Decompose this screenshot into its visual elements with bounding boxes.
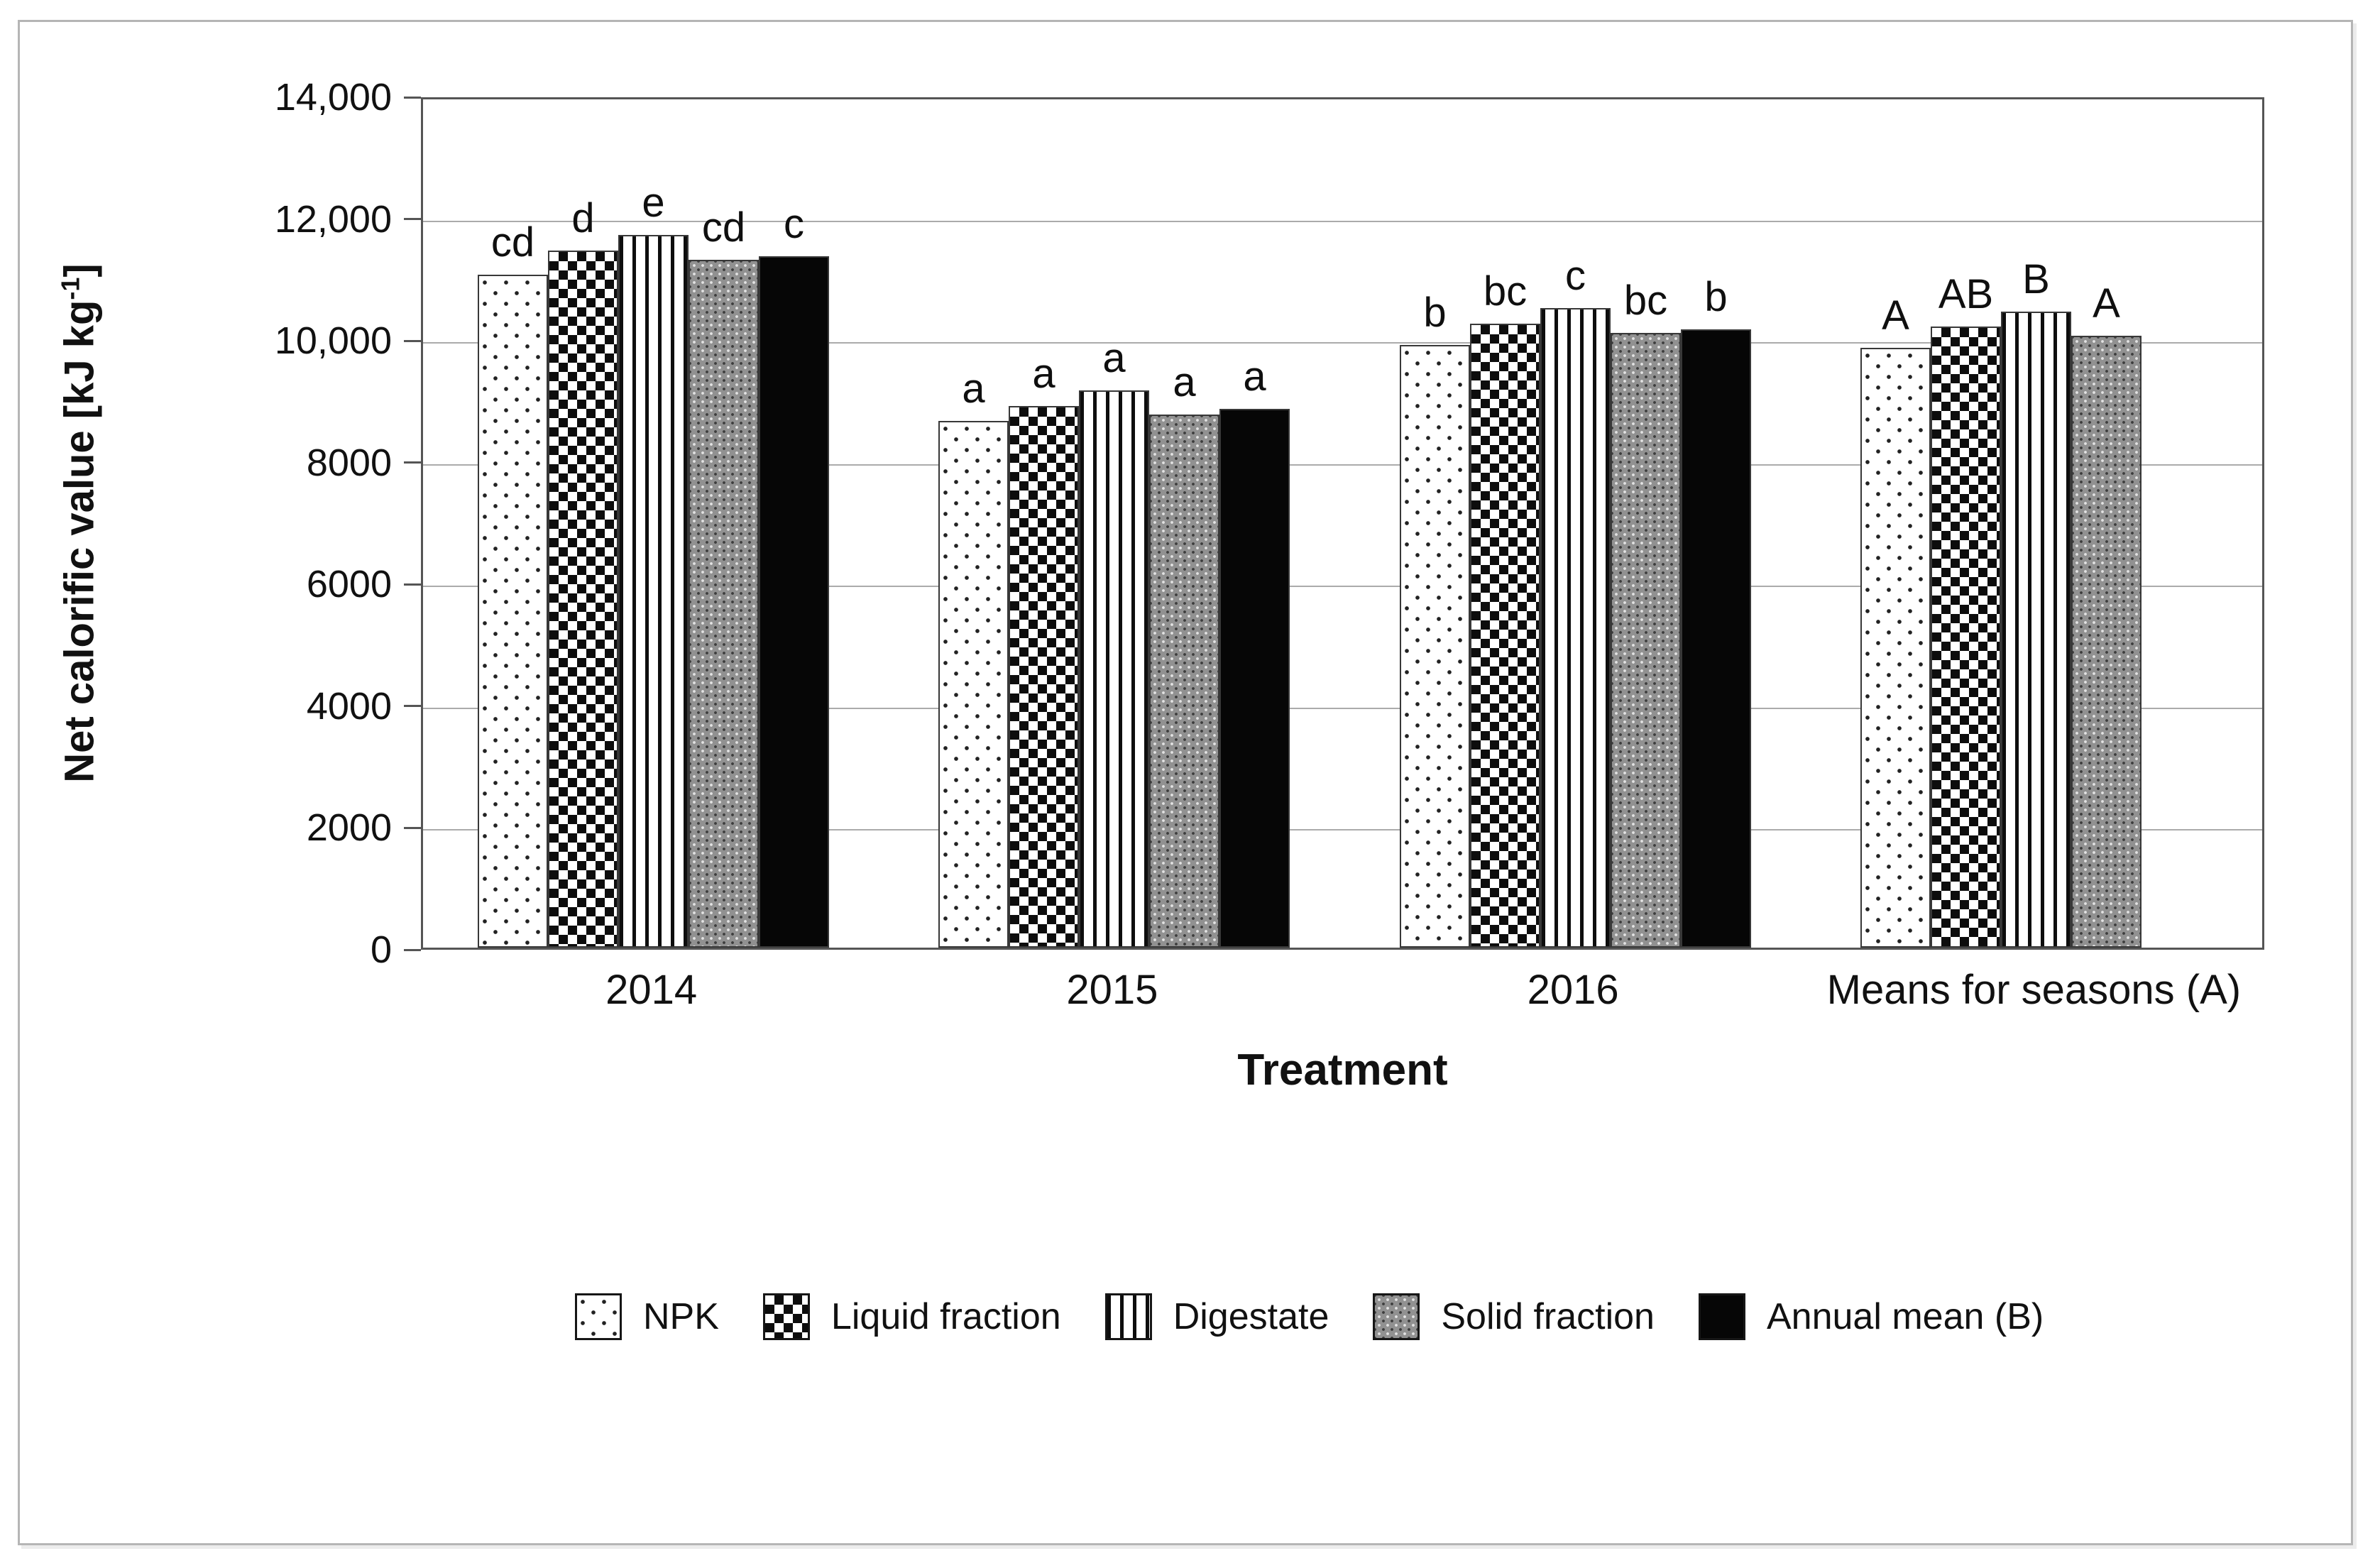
sig-letter-2014-digestate: e <box>642 180 665 226</box>
bar-means-for-seasons-a-solid-fraction <box>2071 336 2142 948</box>
y-tick-label-2000: 2000 <box>306 806 392 850</box>
legend-item-solid-fraction: Solid fraction <box>1373 1293 1655 1340</box>
y-tick-4000 <box>404 705 421 708</box>
gridline-10000 <box>423 342 2262 344</box>
y-tick-label-10000: 10,000 <box>274 319 392 363</box>
bar-means-for-seasons-a-npk <box>1860 348 1931 948</box>
sig-letter-2014-annual-mean-b: c <box>784 201 804 248</box>
sig-letter-means-for-seasons-a-npk: A <box>1882 292 1909 339</box>
legend-label-digestate: Digestate <box>1173 1296 1329 1337</box>
y-tick-6000 <box>404 583 421 586</box>
legend-swatch-solid-fraction <box>1373 1293 1420 1340</box>
bar-2016-npk <box>1400 345 1470 948</box>
bar-2015-liquid-fraction <box>1009 406 1079 948</box>
y-tick-0 <box>404 948 421 951</box>
x-category-label-means-for-seasons-a: Means for seasons (A) <box>1826 967 2242 1013</box>
y-tick-label-14000: 14,000 <box>274 76 392 119</box>
bar-2015-npk <box>938 421 1009 948</box>
y-tick-8000 <box>404 461 421 464</box>
y-tick-12000 <box>404 218 421 221</box>
gridline-4000 <box>423 707 2262 709</box>
x-category-label-2015: 2015 <box>1066 967 1158 1013</box>
bar-2014-npk <box>478 275 548 948</box>
sig-letter-2016-liquid-fraction: bc <box>1483 268 1528 315</box>
legend-item-annual-mean-b: Annual mean (B) <box>1698 1293 2044 1340</box>
sig-letter-2014-npk: cd <box>490 219 535 266</box>
y-tick-label-12000: 12,000 <box>274 197 392 241</box>
legend: NPK Liquid fraction Digestate Solid fractio… <box>575 1293 2044 1340</box>
legend-label-npk: NPK <box>643 1296 719 1337</box>
y-tick-14000 <box>404 96 421 99</box>
legend-swatch-annual-mean-b <box>1698 1293 1745 1340</box>
sig-letter-2014-solid-fraction: cd <box>701 204 746 251</box>
plot-area: cd d e cd c a a a a a b bc c bc b A AB B A <box>421 97 2264 950</box>
legend-swatch-digestate <box>1104 1293 1152 1340</box>
y-tick-2000 <box>404 826 421 829</box>
sig-letter-means-for-seasons-a-solid-fraction: A <box>2093 280 2120 327</box>
y-tick-label-4000: 4000 <box>306 684 392 728</box>
x-category-label-2014: 2014 <box>605 967 698 1013</box>
bar-2016-liquid-fraction <box>1470 324 1540 948</box>
y-tick-label-0: 0 <box>370 928 392 971</box>
bar-2016-digestate <box>1540 308 1611 948</box>
gridline-8000 <box>423 464 2262 466</box>
sig-letter-2016-digestate: c <box>1565 253 1586 300</box>
gridline-2000 <box>423 829 2262 831</box>
bar-2015-digestate <box>1079 390 1149 948</box>
bar-2016-solid-fraction <box>1611 333 1681 948</box>
y-tick-label-8000: 8000 <box>306 441 392 484</box>
bar-means-for-seasons-a-digestate <box>2001 312 2071 948</box>
sig-letter-means-for-seasons-a-digestate: B <box>2022 256 2050 303</box>
bar-2015-annual-mean-b <box>1219 409 1290 948</box>
sig-letter-2014-liquid-fraction: d <box>571 195 595 242</box>
y-axis-title-superscript: -1 <box>55 277 85 300</box>
gridline-6000 <box>423 586 2262 588</box>
figure-border <box>18 20 2353 1545</box>
sig-letter-2015-digestate: a <box>1102 335 1126 382</box>
legend-item-digestate: Digestate <box>1104 1293 1329 1340</box>
bar-2014-annual-mean-b <box>759 256 829 948</box>
legend-label-annual-mean-b: Annual mean (B) <box>1766 1296 2044 1337</box>
x-axis-title: Treatment <box>1237 1046 1448 1095</box>
bar-means-for-seasons-a-liquid-fraction <box>1931 327 2001 948</box>
y-axis-title-close: ] <box>56 263 103 278</box>
y-tick-10000 <box>404 339 421 342</box>
x-category-label-2016: 2016 <box>1527 967 1619 1013</box>
legend-label-liquid-fraction: Liquid fraction <box>830 1296 1061 1337</box>
sig-letter-means-for-seasons-a-liquid-fraction: AB <box>1938 271 1994 318</box>
sig-letter-2016-annual-mean-b: b <box>1704 274 1728 321</box>
sig-letter-2016-npk: b <box>1423 290 1447 336</box>
legend-item-liquid-fraction: Liquid fraction <box>762 1293 1061 1340</box>
bar-2014-liquid-fraction <box>548 251 618 948</box>
bar-2014-digestate <box>618 235 689 948</box>
sig-letter-2015-annual-mean-b: a <box>1243 353 1266 400</box>
bar-2014-solid-fraction <box>689 260 759 948</box>
legend-swatch-npk <box>575 1293 622 1340</box>
bar-2015-solid-fraction <box>1149 415 1219 948</box>
sig-letter-2015-npk: a <box>962 366 985 412</box>
legend-item-npk: NPK <box>575 1293 719 1340</box>
sig-letter-2016-solid-fraction: bc <box>1623 278 1668 324</box>
legend-swatch-liquid-fraction <box>762 1293 810 1340</box>
bar-2016-annual-mean-b <box>1681 329 1751 948</box>
y-tick-label-6000: 6000 <box>306 563 392 606</box>
legend-label-solid-fraction: Solid fraction <box>1441 1296 1655 1337</box>
gridline-12000 <box>423 220 2262 222</box>
sig-letter-2015-solid-fraction: a <box>1173 359 1196 406</box>
sig-letter-2015-liquid-fraction: a <box>1032 351 1055 398</box>
